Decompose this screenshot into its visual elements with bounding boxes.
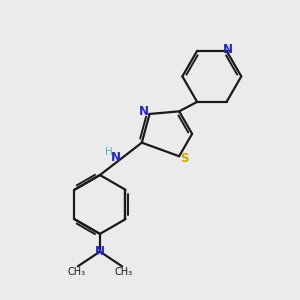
Text: N: N — [111, 151, 121, 164]
Text: CH₃: CH₃ — [114, 267, 133, 277]
Text: CH₃: CH₃ — [67, 267, 86, 277]
Text: S: S — [180, 152, 189, 165]
Text: N: N — [223, 43, 233, 56]
Text: N: N — [95, 245, 105, 258]
Text: H: H — [105, 147, 112, 158]
Text: N: N — [139, 104, 149, 118]
